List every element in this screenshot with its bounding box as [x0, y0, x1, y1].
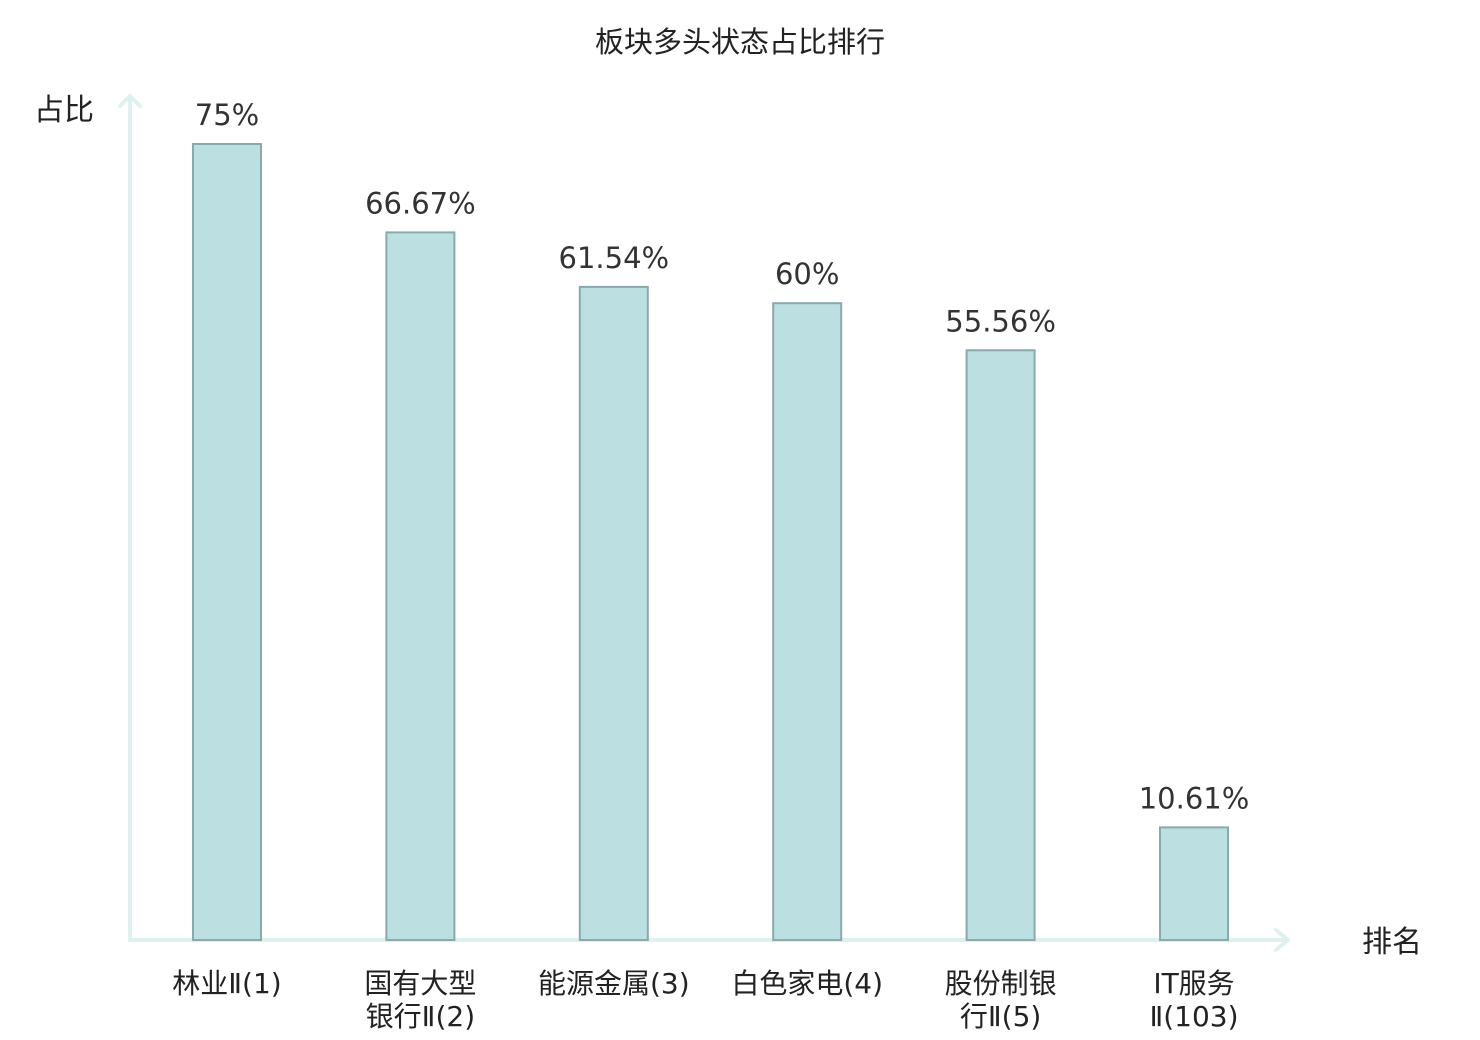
value-label-3: 61.54% — [559, 241, 670, 275]
bar-1 — [192, 143, 262, 941]
chart-title: 板块多头状态占比排行 — [595, 25, 885, 59]
category-label-4: 白色家电(4) — [731, 967, 883, 1000]
category-label-2: 国有大型银行Ⅱ(2) — [364, 967, 476, 1033]
value-label-2: 66.67% — [365, 186, 476, 220]
value-label-4: 60% — [775, 257, 839, 291]
value-label-5: 55.56% — [945, 304, 1056, 338]
bar-5 — [965, 349, 1036, 941]
bar-2 — [385, 231, 456, 941]
y-axis-label: 占比 — [34, 93, 94, 128]
value-label-1: 75% — [195, 98, 259, 132]
category-labels: 林业Ⅱ(1) 国有大型银行Ⅱ(2) 能源金属(3) 白色家电(4) 股份制银行Ⅱ(5) I… — [172, 967, 1238, 1033]
value-label-6: 10.61% — [1139, 781, 1250, 815]
category-label-1: 林业Ⅱ(1) — [172, 967, 281, 1000]
category-label-6: IT服务 Ⅱ(103) — [1149, 967, 1238, 1033]
bar-4 — [772, 302, 843, 941]
category-label-5: 股份制银行Ⅱ(5) — [945, 967, 1057, 1033]
value-labels: 75% 66.67% 61.54% 60% 55.56% 10.61% — [195, 98, 1250, 815]
bar-3 — [578, 285, 649, 941]
x-axis-label: 排名 — [1362, 925, 1422, 960]
bar-series — [192, 143, 1229, 942]
x-axis-arrow — [1274, 928, 1290, 952]
category-label-3: 能源金属(3) — [538, 967, 690, 1000]
bar-6 — [1159, 826, 1229, 942]
